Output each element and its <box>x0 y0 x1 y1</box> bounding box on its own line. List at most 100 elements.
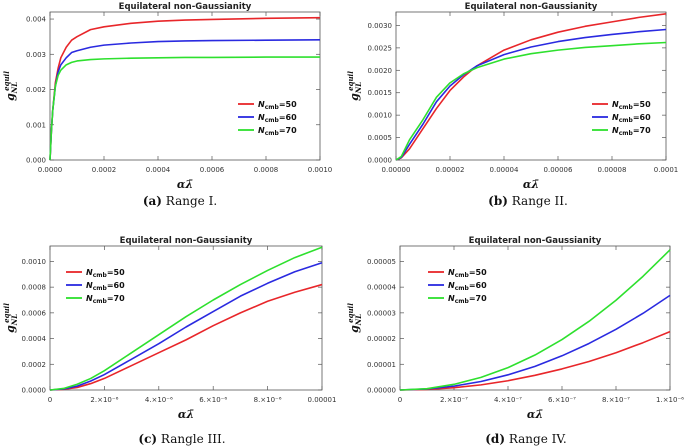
chart-panel-c: Equilateral non-Gaussianity 0 2.×10⁻⁶ 4.×10… <box>0 232 340 432</box>
caption-text: Range II. <box>511 194 568 208</box>
y-axis-label: gNLequil <box>346 303 363 333</box>
chart-panel-a: Equilateral non-Gaussianity 0.0000 0.0002 0… <box>0 0 340 194</box>
plot-frame <box>49 11 321 161</box>
y-tick-label: 0.0030 <box>368 22 393 30</box>
legend-label: Ncmb=60 <box>86 281 125 292</box>
y-tick-label: 0.00002 <box>367 335 396 343</box>
y-tick-label: 0.0010 <box>22 258 47 266</box>
series-line-3 <box>49 246 323 391</box>
x-tick-label: 0.0010 <box>308 166 333 174</box>
caption-c: (c) Rangle III. <box>32 432 332 446</box>
x-axis-label: αλ̄ <box>177 178 193 191</box>
x-tick-label: 6.×10⁻⁷ <box>548 396 576 404</box>
legend-label: Ncmb=70 <box>258 126 297 137</box>
x-axis-label: αλ̄ <box>527 408 543 421</box>
caption-text: Range IV. <box>508 432 567 446</box>
x-tick-label: 0 <box>398 396 402 404</box>
x-tick-label: 0.00004 <box>490 166 519 174</box>
series-line-2 <box>49 261 323 391</box>
y-tick-label: 0.0002 <box>22 361 47 369</box>
x-tick-label: 0.0002 <box>92 166 117 174</box>
x-tick-label: 0.0008 <box>254 166 279 174</box>
x-tick-label: 0.00002 <box>436 166 465 174</box>
y-tick-label: 0.0004 <box>22 335 47 343</box>
chart-title: Equilateral non-Gaussianity <box>119 2 252 12</box>
x-tick-label: 8.×10⁻⁶ <box>254 396 282 404</box>
legend-label: Ncmb=70 <box>448 294 487 305</box>
x-tick-label: 0 <box>48 396 52 404</box>
caption-text: Range I. <box>165 194 218 208</box>
y-axis-label: gNLequil <box>346 71 363 101</box>
caption-text: Rangle III. <box>160 432 226 446</box>
y-tick-label: 0.00004 <box>367 284 396 292</box>
series-line-1 <box>399 330 671 391</box>
y-tick-label: 0.0006 <box>22 309 47 317</box>
legend-label: Ncmb=60 <box>258 113 297 124</box>
series-line-3 <box>49 56 320 161</box>
x-tick-label: 6.×10⁻⁶ <box>199 396 227 404</box>
series-line-3 <box>395 41 667 161</box>
x-tick-label: 4.×10⁻⁷ <box>494 396 522 404</box>
x-tick-label: 0.00001 <box>308 396 337 404</box>
y-tick-label: 0.0025 <box>368 44 393 52</box>
plot-frame <box>399 245 671 391</box>
plot-frame <box>395 11 667 161</box>
y-axis-label: gNLequil <box>2 71 19 101</box>
legend-label: Ncmb=50 <box>258 100 297 111</box>
chart-svg: Equilateral non-Gaussianity 0.0000 0.0002 0… <box>2 2 333 191</box>
x-axis-label: αλ̄ <box>523 178 539 191</box>
legend-label: Ncmb=70 <box>612 126 651 137</box>
y-tick-label: 0.0000 <box>22 387 47 395</box>
x-axis-label: αλ̄ <box>178 408 194 421</box>
caption-a: (a) Range I. <box>30 194 330 208</box>
x-tick-label: 0.0000 <box>38 166 63 174</box>
legend-label: Ncmb=70 <box>86 294 125 305</box>
caption-b: (b) Range II. <box>378 194 678 208</box>
y-axis-label: gNLequil <box>2 303 19 333</box>
y-tick-label: 0.002 <box>26 86 46 94</box>
chart-title: Equilateral non-Gaussianity <box>120 236 253 246</box>
x-tick-label: 0.0001 <box>654 166 679 174</box>
x-tick-label: 4.×10⁻⁶ <box>145 396 173 404</box>
series-line-2 <box>399 294 671 391</box>
plot-frame <box>49 245 323 391</box>
chart-title: Equilateral non-Gaussianity <box>469 236 602 246</box>
x-tick-label: 0.0006 <box>200 166 225 174</box>
chart-panel-b: Equilateral non-Gaussianity 0.00000 0.0000… <box>344 0 685 194</box>
legend-label: Ncmb=60 <box>448 281 487 292</box>
y-tick-label: 0.00003 <box>367 309 396 317</box>
chart-panel-d: Equilateral non-Gaussianity 0 2.×10⁻⁷ 4.×10… <box>344 232 685 432</box>
legend-label: Ncmb=50 <box>612 100 651 111</box>
x-tick-label: 0.0004 <box>146 166 171 174</box>
chart-svg: Equilateral non-Gaussianity 0 2.×10⁻⁷ 4.×10… <box>346 236 684 421</box>
y-tick-label: 0.001 <box>26 121 46 129</box>
caption-d: (d) Range IV. <box>376 432 676 446</box>
y-tick-label: 0.0008 <box>22 284 47 292</box>
chart-svg: Equilateral non-Gaussianity 0 2.×10⁻⁶ 4.×10… <box>2 236 337 421</box>
y-tick-label: 0.0010 <box>368 112 393 120</box>
y-tick-label: 0.004 <box>26 16 47 24</box>
y-tick-label: 0.0005 <box>368 134 393 142</box>
caption-tag: (a) <box>142 194 162 208</box>
y-tick-label: 0.0015 <box>368 89 393 97</box>
series-line-1 <box>49 283 323 391</box>
series-line-3 <box>399 249 671 391</box>
legend-label: Ncmb=50 <box>448 268 487 279</box>
caption-tag: (b) <box>488 194 508 208</box>
y-tick-label: 0.00005 <box>367 258 396 266</box>
y-tick-label: 0.0000 <box>368 157 393 165</box>
x-tick-label: 0.00008 <box>598 166 627 174</box>
x-tick-label: 2.×10⁻⁶ <box>90 396 118 404</box>
series-line-2 <box>395 28 667 161</box>
caption-tag: (c) <box>138 432 158 446</box>
x-tick-label: 0.00006 <box>544 166 573 174</box>
caption-tag: (d) <box>485 432 505 446</box>
series-line-1 <box>395 12 667 161</box>
x-tick-label: 1.×10⁻⁶ <box>656 396 684 404</box>
x-tick-label: 0.00000 <box>382 166 411 174</box>
chart-title: Equilateral non-Gaussianity <box>465 2 598 12</box>
y-tick-label: 0.003 <box>26 51 46 59</box>
y-tick-label: 0.00000 <box>367 387 396 395</box>
